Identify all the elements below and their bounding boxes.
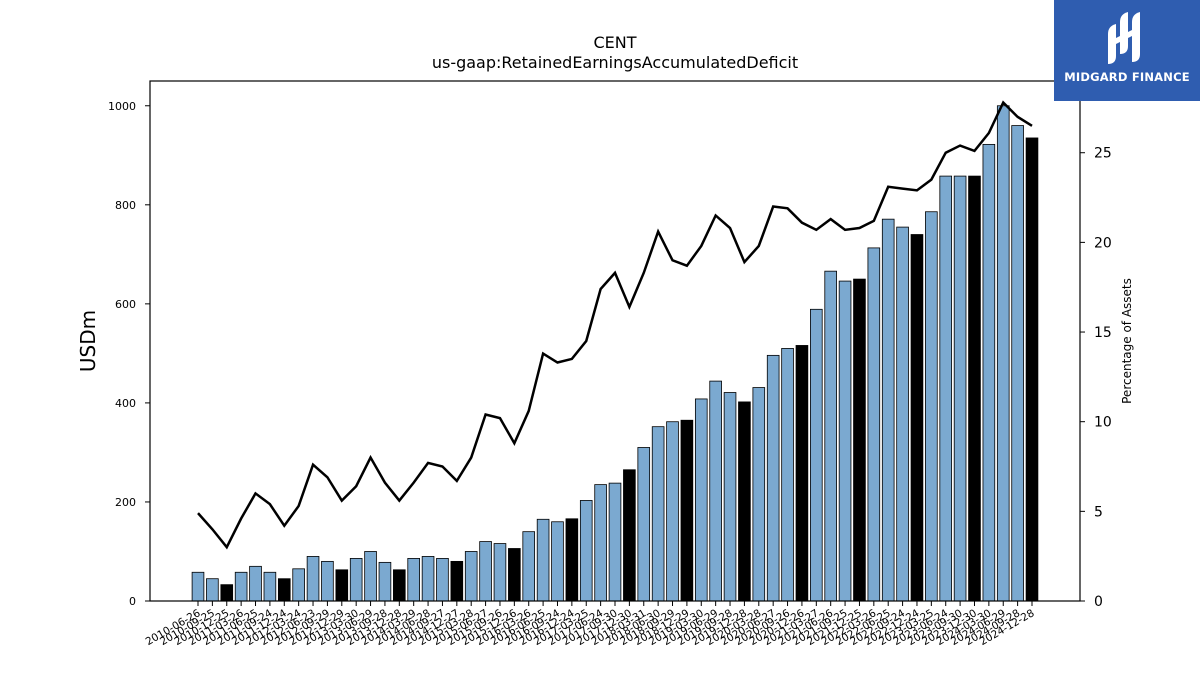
bar xyxy=(608,482,622,602)
bars-group xyxy=(191,105,1039,602)
bar xyxy=(277,578,291,602)
bar xyxy=(234,571,248,602)
y-right-tick-label: 20 xyxy=(1094,235,1112,251)
bar xyxy=(450,560,464,602)
bar xyxy=(637,447,651,602)
bar xyxy=(680,419,694,602)
bar xyxy=(407,558,420,602)
bar xyxy=(378,561,392,602)
bar xyxy=(766,354,780,602)
bar xyxy=(853,278,866,602)
bar xyxy=(1025,137,1039,602)
bar xyxy=(623,469,636,602)
bar xyxy=(910,234,924,602)
y-axis-right: 0 5 10 15 20 25 xyxy=(1080,146,1112,610)
bar xyxy=(666,421,679,602)
bar xyxy=(968,175,981,602)
bar xyxy=(565,518,579,602)
y-right-tick-label: 25 xyxy=(1094,146,1112,162)
bar xyxy=(436,558,449,602)
bar xyxy=(220,584,234,602)
bar xyxy=(551,521,564,602)
bar xyxy=(364,551,377,602)
bar xyxy=(594,484,607,602)
x-axis: 2010-06-262010-09-252010-12-252011-03-26… xyxy=(144,601,1037,648)
logo: MIDGARD FINANCE xyxy=(1054,0,1200,101)
y-tick-label: 400 xyxy=(115,397,136,410)
bar xyxy=(464,551,478,602)
y-tick-label: 1000 xyxy=(108,100,136,113)
y-right-tick-label: 15 xyxy=(1094,325,1112,341)
bar xyxy=(206,578,219,602)
bar xyxy=(306,556,320,602)
bar xyxy=(939,175,953,602)
bar xyxy=(493,543,507,602)
bar xyxy=(881,218,895,602)
logo-text: MIDGARD FINANCE xyxy=(1064,70,1190,84)
bar xyxy=(349,558,363,602)
bar xyxy=(709,380,722,602)
bar xyxy=(651,426,665,602)
bar xyxy=(781,348,794,602)
bar xyxy=(838,280,852,602)
bar xyxy=(982,143,996,602)
y-tick-label: 800 xyxy=(115,199,136,212)
bar xyxy=(925,211,938,602)
bar xyxy=(536,518,550,602)
bar xyxy=(694,398,708,602)
bar xyxy=(896,226,909,602)
bar xyxy=(249,565,262,602)
bar xyxy=(335,569,349,602)
bar xyxy=(824,270,837,602)
bar xyxy=(752,387,766,602)
bar xyxy=(321,560,334,602)
chart-title: CENT xyxy=(593,33,636,52)
bar xyxy=(1011,125,1024,602)
bar xyxy=(738,401,751,602)
chart-subtitle: us-gaap:RetainedEarningsAccumulatedDefic… xyxy=(432,53,798,72)
bar xyxy=(996,105,1010,602)
bar xyxy=(953,175,967,602)
y-axis-right-label: Percentage of Assets xyxy=(1120,278,1134,404)
y-axis-label: USDm xyxy=(76,310,100,372)
bar xyxy=(522,531,536,602)
bar xyxy=(867,247,881,602)
bar xyxy=(508,548,521,602)
y-right-tick-label: 10 xyxy=(1094,415,1112,431)
bar xyxy=(579,500,593,602)
bar xyxy=(393,569,406,602)
y-right-tick-label: 0 xyxy=(1094,594,1103,610)
bar xyxy=(810,308,823,602)
y-tick-label: 600 xyxy=(115,298,136,311)
bar xyxy=(723,392,737,602)
percentage-line xyxy=(197,100,1033,550)
bar xyxy=(795,345,809,602)
bar xyxy=(263,571,277,602)
bar xyxy=(292,568,305,602)
midgard-logo-icon xyxy=(1108,12,1140,64)
bar xyxy=(191,571,205,602)
y-tick-label: 0 xyxy=(129,595,136,608)
y-axis-left: 0 200 400 600 800 1000 xyxy=(108,100,150,608)
bar xyxy=(479,541,492,602)
y-tick-label: 200 xyxy=(115,496,136,509)
bar xyxy=(421,556,435,602)
y-right-tick-label: 5 xyxy=(1094,504,1103,520)
